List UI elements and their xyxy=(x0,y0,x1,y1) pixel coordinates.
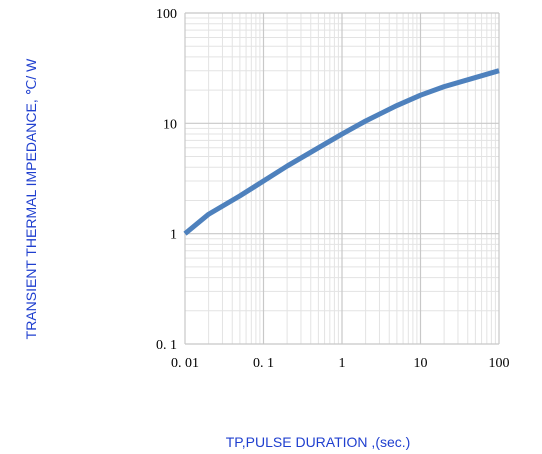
x-tick-label: 1 xyxy=(339,356,346,371)
x-tick-label: 100 xyxy=(489,356,510,371)
y-axis-title: TRANSIENT THERMAL IMPEDANCE, ℃/ W xyxy=(23,58,39,340)
y-tick-label: 1 xyxy=(170,228,177,243)
grid xyxy=(184,12,500,345)
tick-labels: 0. 01 0. 1 1 10 100 0. 1 1 10 100 xyxy=(156,7,510,371)
series-layer xyxy=(183,68,500,236)
x-tick-label: 10 xyxy=(414,356,428,371)
y-tick-label: 10 xyxy=(163,117,177,132)
y-tick-label: 100 xyxy=(156,7,177,22)
x-axis-title: TP,PULSE DURATION ,(sec.) xyxy=(226,434,411,450)
y-tick-label: 0. 1 xyxy=(156,338,177,353)
x-tick-label: 0. 1 xyxy=(253,356,274,371)
x-tick-label: 0. 01 xyxy=(171,356,199,371)
series-line xyxy=(183,68,500,236)
